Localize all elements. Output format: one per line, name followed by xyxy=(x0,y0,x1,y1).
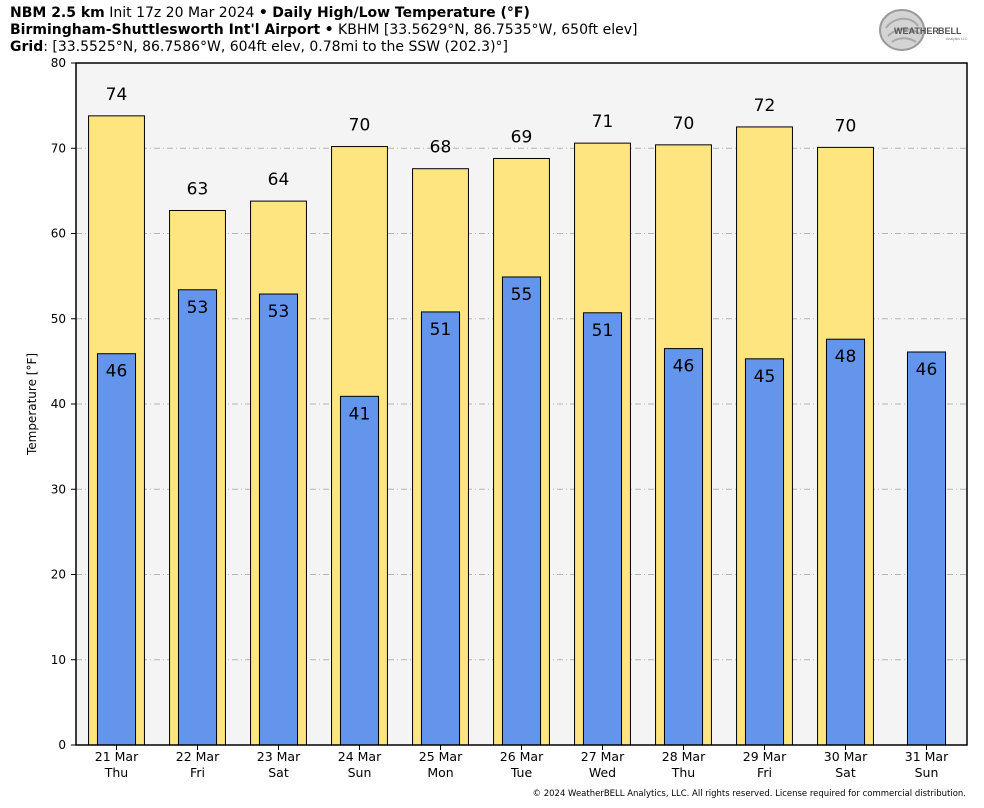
low-temp-bar xyxy=(582,312,623,746)
low-temp-bar xyxy=(96,353,137,746)
low-temp-label: 48 xyxy=(835,347,857,367)
low-temp-label: 55 xyxy=(511,285,533,305)
x-tick-date: 27 Mar xyxy=(581,749,625,764)
y-tick-label: 60 xyxy=(51,227,66,241)
high-temp-label: 74 xyxy=(106,85,128,105)
logo-swirl-icon xyxy=(879,9,925,51)
low-temp-label: 51 xyxy=(430,320,452,340)
low-temp-bar xyxy=(744,358,785,746)
high-temp-label: 64 xyxy=(268,170,290,190)
low-temp-bar xyxy=(663,348,704,746)
header-line-2: Birmingham-Shuttlesworth Int'l Airport •… xyxy=(10,22,637,39)
header-separator: • xyxy=(324,22,334,38)
low-temp-bar xyxy=(825,338,866,746)
logo-text-b: BELL xyxy=(938,26,962,36)
low-temp-bar xyxy=(420,311,461,746)
x-tick-date: 29 Mar xyxy=(743,749,787,764)
bars xyxy=(88,115,947,746)
chart-header: NBM 2.5 km Init 17z 20 Mar 2024 • Daily … xyxy=(10,5,637,56)
header-line-1: NBM 2.5 km Init 17z 20 Mar 2024 • Daily … xyxy=(10,5,637,22)
logo-text-a: WEATHER xyxy=(894,26,939,36)
station-info: KBHM [33.5629°N, 86.7535°W, 650ft elev] xyxy=(338,22,638,38)
x-tick-day: Mon xyxy=(427,765,453,780)
chart-title: Daily High/Low Temperature (°F) xyxy=(272,5,530,21)
y-tick-label: 70 xyxy=(51,141,66,155)
y-tick-label: 50 xyxy=(51,312,66,326)
station-name: Birmingham-Shuttlesworth Int'l Airport xyxy=(10,22,321,38)
low-temp-label: 53 xyxy=(268,302,290,322)
x-tick-day: Thu xyxy=(104,765,128,780)
low-temp-label: 46 xyxy=(106,362,128,382)
x-tick-day: Sun xyxy=(348,765,372,780)
low-temp-label: 53 xyxy=(187,298,209,318)
high-temp-label: 70 xyxy=(349,116,371,136)
x-tick-date: 25 Mar xyxy=(419,749,463,764)
y-tick-label: 30 xyxy=(51,482,66,496)
grid-label: Grid xyxy=(10,39,44,55)
y-tick-label: 80 xyxy=(51,56,66,70)
x-tick-day: Sun xyxy=(915,765,939,780)
init-time: Init 17z 20 Mar 2024 xyxy=(109,5,255,21)
high-temp-label: 72 xyxy=(754,96,776,116)
x-tick-day: Sat xyxy=(835,765,856,780)
y-tick-label: 0 xyxy=(58,738,66,752)
x-tick-day: Tue xyxy=(510,765,533,780)
x-tick-day: Fri xyxy=(757,765,772,780)
x-tick-date: 31 Mar xyxy=(905,749,949,764)
high-temp-label: 69 xyxy=(511,127,533,147)
x-tick-date: 22 Mar xyxy=(176,749,220,764)
y-tick-label: 40 xyxy=(51,397,66,411)
low-temp-label: 46 xyxy=(673,357,695,377)
low-temp-bar xyxy=(258,293,299,746)
x-tick-date: 21 Mar xyxy=(95,749,139,764)
x-tick-day: Thu xyxy=(671,765,695,780)
x-tick-day: Fri xyxy=(190,765,205,780)
x-tick-day: Sat xyxy=(268,765,289,780)
low-temp-bar xyxy=(177,289,218,746)
low-temp-label: 51 xyxy=(592,321,614,341)
low-temp-label: 46 xyxy=(916,360,938,380)
high-temp-label: 63 xyxy=(187,179,209,199)
x-tick-date: 26 Mar xyxy=(500,749,544,764)
model-name: NBM 2.5 km xyxy=(10,5,105,21)
high-temp-label: 71 xyxy=(592,112,614,132)
low-temp-label: 45 xyxy=(754,367,776,387)
x-tick-date: 23 Mar xyxy=(257,749,301,764)
grid-info: : [33.5525°N, 86.7586°W, 604ft elev, 0.7… xyxy=(43,39,509,55)
high-temp-label: 70 xyxy=(673,114,695,134)
logo-small-text: Analytics LLC xyxy=(946,37,968,41)
copyright-footer: © 2024 WeatherBELL Analytics, LLC. All r… xyxy=(532,789,966,799)
data-labels: 74 46 63 53 64 53 70 41 68 51 69 55 71 51 70 46 72 45 70 48… xyxy=(106,85,938,424)
x-tick-date: 24 Mar xyxy=(338,749,382,764)
y-axis: 0 10 20 30 40 50 60 70 80 xyxy=(51,56,76,752)
low-temp-label: 41 xyxy=(349,404,371,424)
x-tick-date: 30 Mar xyxy=(824,749,868,764)
x-tick-day: Wed xyxy=(589,765,616,780)
weatherbell-logo: WEATHER BELL Analytics LLC xyxy=(879,9,968,51)
high-temp-label: 70 xyxy=(835,116,857,136)
y-tick-label: 20 xyxy=(51,568,66,582)
low-temp-bar xyxy=(906,351,947,746)
high-temp-label: 68 xyxy=(430,138,452,158)
y-axis-label: Temperature [°F] xyxy=(25,353,39,456)
header-separator: • xyxy=(258,5,268,21)
header-line-3: Grid: [33.5525°N, 86.7586°W, 604ft elev,… xyxy=(10,39,637,56)
x-tick-date: 28 Mar xyxy=(662,749,706,764)
y-tick-label: 10 xyxy=(51,653,66,667)
low-temp-bar xyxy=(501,276,542,746)
low-temp-bar xyxy=(339,395,380,746)
